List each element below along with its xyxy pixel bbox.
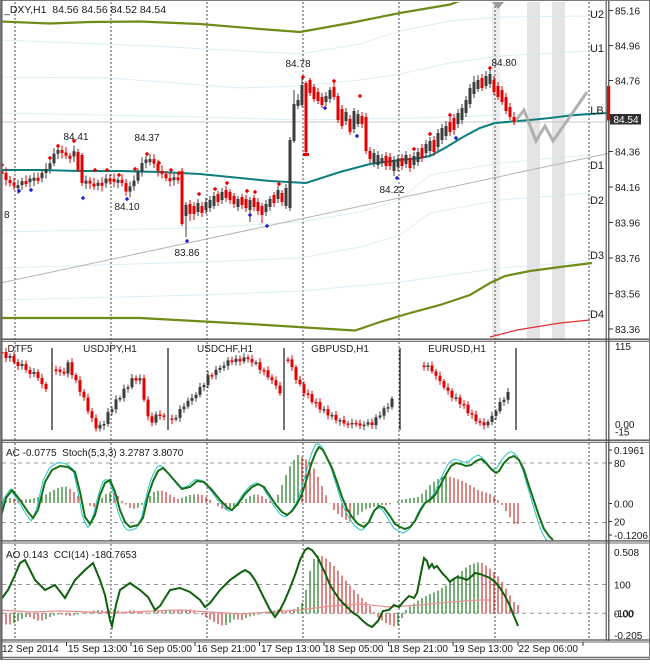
- svg-text:84.16: 84.16: [615, 183, 640, 194]
- svg-text:18 Sep 21:00: 18 Sep 21:00: [389, 644, 449, 655]
- svg-text:84.54: 84.54: [614, 115, 639, 126]
- svg-text:84.96: 84.96: [615, 42, 640, 53]
- svg-text:115: 115: [615, 342, 631, 353]
- svg-text:84.37: 84.37: [134, 133, 159, 144]
- svg-text:D1: D1: [590, 160, 604, 172]
- svg-text:0.00: 0.00: [614, 500, 634, 511]
- svg-text:84.10: 84.10: [114, 202, 139, 213]
- svg-text:22 Sep 06:00: 22 Sep 06:00: [519, 644, 579, 655]
- svg-text:84.36: 84.36: [615, 148, 640, 159]
- svg-text:84.78: 84.78: [285, 59, 310, 70]
- svg-text:84.80: 84.80: [491, 58, 516, 69]
- svg-text:_DXY,H1 84.56 84.56 84.52 84.: _DXY,H1 84.56 84.56 84.52 84.54: [3, 4, 166, 16]
- svg-text:AO 0.143 CCI(14) -180.7653: AO 0.143 CCI(14) -180.7653: [6, 550, 137, 561]
- svg-text:15 Sep 13:00: 15 Sep 13:00: [68, 644, 128, 655]
- svg-text:84.22: 84.22: [379, 185, 404, 196]
- svg-text:16 Sep 21:00: 16 Sep 21:00: [197, 644, 257, 655]
- svg-text:80: 80: [614, 459, 626, 470]
- svg-text:83.96: 83.96: [615, 219, 640, 230]
- svg-text:0.00: 0.00: [614, 610, 634, 621]
- svg-text:D3: D3: [590, 250, 604, 262]
- svg-text:83.86: 83.86: [174, 248, 199, 259]
- svg-text:17 Sep 13:00: 17 Sep 13:00: [261, 644, 321, 655]
- svg-text:100: 100: [614, 581, 631, 592]
- svg-text:-0.205: -0.205: [614, 631, 643, 642]
- svg-text:16 Sep 05:00: 16 Sep 05:00: [133, 644, 193, 655]
- svg-text:0.1961: 0.1961: [614, 446, 645, 457]
- svg-text:85.16: 85.16: [615, 7, 640, 18]
- svg-text:-100: -100: [614, 609, 634, 620]
- svg-text:USDCHF,H1: USDCHF,H1: [197, 344, 254, 355]
- svg-text:19 Sep 13:00: 19 Sep 13:00: [454, 644, 514, 655]
- svg-text:LB: LB: [590, 105, 603, 117]
- svg-text:U2: U2: [590, 9, 604, 21]
- svg-text:AC -0.0775 Stoch(5,3,3) 3.278: AC -0.0775 Stoch(5,3,3) 3.2787 3.8070: [6, 448, 184, 459]
- svg-text:83.76: 83.76: [615, 254, 640, 265]
- svg-text:84.76: 84.76: [615, 77, 640, 88]
- svg-text:DTF5: DTF5: [8, 344, 33, 355]
- svg-text:83.56: 83.56: [615, 290, 640, 301]
- svg-text:84.41: 84.41: [63, 132, 88, 143]
- svg-text:D4: D4: [590, 309, 604, 321]
- svg-text:20: 20: [614, 518, 626, 529]
- svg-text:U1: U1: [590, 43, 604, 55]
- svg-text:USDJPY,H1: USDJPY,H1: [83, 344, 137, 355]
- svg-text:18 Sep 05:00: 18 Sep 05:00: [324, 644, 384, 655]
- svg-text:EURUSD,H1: EURUSD,H1: [428, 344, 486, 355]
- svg-text:0.00: 0.00: [615, 420, 635, 431]
- svg-text:-0.1206: -0.1206: [614, 531, 648, 542]
- svg-text:-15: -15: [615, 428, 630, 439]
- svg-text:83.36: 83.36: [615, 325, 640, 336]
- svg-text:D2: D2: [590, 195, 604, 207]
- svg-text:GBPUSD,H1: GBPUSD,H1: [311, 344, 369, 355]
- svg-text:12 Sep 2014: 12 Sep 2014: [2, 644, 59, 655]
- svg-text:0.508: 0.508: [614, 548, 639, 559]
- svg-text:8: 8: [4, 210, 10, 221]
